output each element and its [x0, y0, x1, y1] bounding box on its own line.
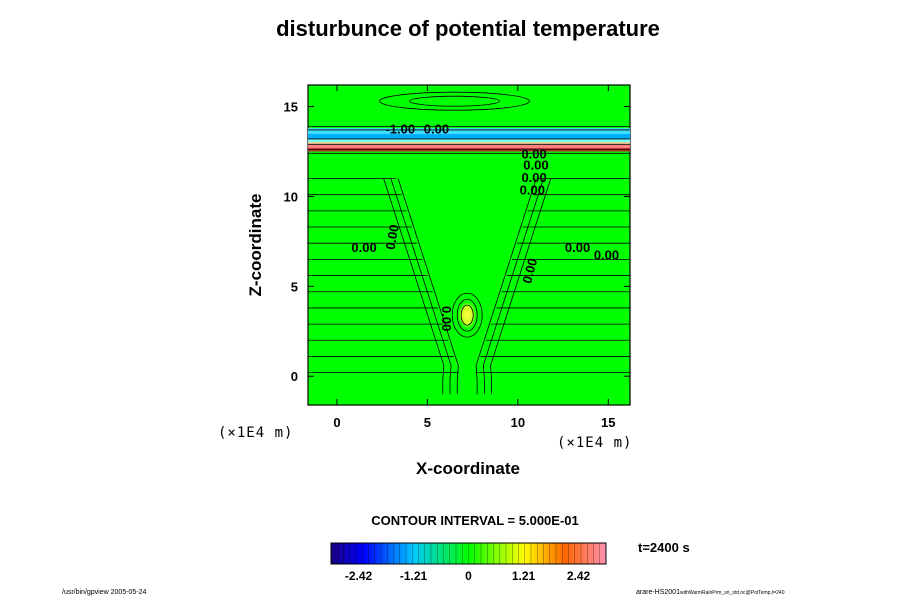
inversion-band	[308, 142, 630, 145]
contour-line	[490, 178, 552, 395]
contour-label-3: 0.00	[523, 157, 548, 172]
y-tick-label-0: 0	[291, 369, 298, 384]
contour-line	[460, 304, 474, 326]
inversion-band	[308, 138, 630, 143]
contour-label-0: -1.00	[385, 122, 415, 137]
footer-right-main: arare-HS2001	[636, 589, 680, 596]
colorbar-tick-label-3: 1.21	[511, 569, 536, 583]
colorbar-tick-label-4: 2.42	[566, 569, 591, 583]
y-tick-label-1: 5	[291, 279, 298, 294]
footer-right: arare-HS2001withWarmRainPrm_sri_std.nc@P…	[636, 589, 784, 596]
x-tick-label-3: 15	[601, 415, 615, 430]
contour-line	[397, 178, 459, 395]
contour-label-2: 0.00	[521, 147, 546, 162]
contour-label-5: 0.00	[520, 183, 545, 198]
contour-label-6: 0.00	[351, 240, 376, 255]
contour-label-10: 0.00	[594, 247, 619, 262]
contour-line	[390, 178, 452, 395]
contour-label-11: 0.00	[439, 306, 454, 331]
contour-label-1: 0.00	[424, 122, 449, 137]
contour-lines	[308, 91, 630, 395]
x-axis-unit: (×1E4 m)	[557, 435, 633, 451]
inversion-band	[308, 133, 630, 139]
chart-title: disturbunce of potential temperature	[276, 16, 660, 41]
footer-left: /usr/bin/gpview 2005-05-24	[62, 589, 147, 596]
x-tick-label-1: 5	[424, 415, 431, 430]
colorbar-tick-label-2: 0	[465, 569, 472, 583]
contour-label-8: 0.00	[519, 257, 540, 285]
footer-right-sub: withWarmRainPrm_sri_std.nc@PotTemp,t=240	[679, 590, 785, 596]
y-tick-label-2: 10	[284, 189, 298, 204]
x-tick-label-0: 0	[333, 415, 340, 430]
contour-line	[475, 178, 537, 395]
contour-line	[379, 91, 530, 111]
colorbar-bands	[337, 543, 600, 564]
z-axis-unit: (×1E4 m)	[218, 425, 294, 441]
contour-line	[383, 178, 445, 395]
axes: 0 5 10 15 0 5 10 15	[284, 85, 630, 430]
contour-interval-label: CONTOUR INTERVAL = 5.000E-01	[371, 513, 579, 528]
contour-line	[451, 292, 483, 338]
colorbar-tick-label-0: -2.42	[344, 569, 373, 583]
contour-label-7: 0.00	[383, 223, 402, 251]
y-tick-label-3: 15	[284, 100, 298, 115]
contour-line	[482, 178, 544, 395]
contour-line	[409, 95, 500, 107]
contour-label-layer: -1.00 0.000.000.000.000.000.00 0.000.000.0…	[351, 122, 619, 332]
x-axis-label: X-coordinate	[416, 459, 520, 478]
contour-label-9: 0.00	[565, 240, 590, 255]
x-tick-label-2: 10	[511, 415, 525, 430]
warm-bubble	[457, 300, 478, 331]
inversion-band	[308, 128, 630, 134]
contour-label-4: 0.00	[521, 170, 546, 185]
time-label: t=2400 s	[638, 540, 690, 555]
colorbar-tick-label-1: -1.21	[399, 569, 428, 583]
contour-line	[456, 298, 478, 332]
inversion-band	[308, 144, 630, 149]
